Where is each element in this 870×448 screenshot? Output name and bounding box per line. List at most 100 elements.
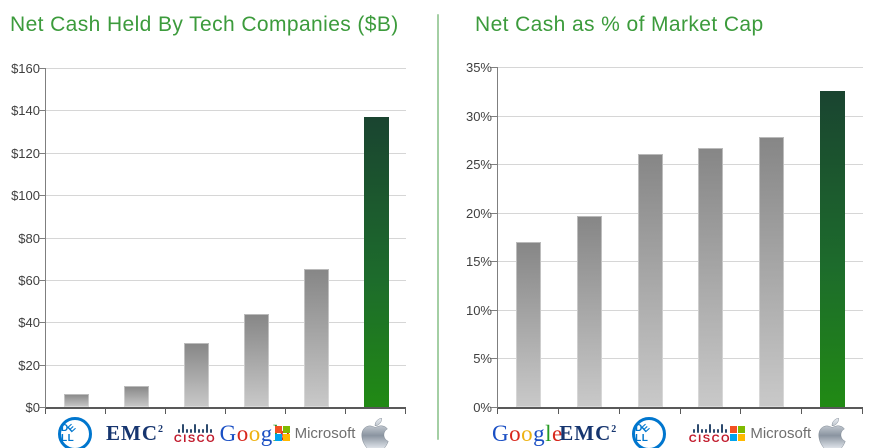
bar-microsoft <box>759 137 784 407</box>
gridline <box>46 322 406 324</box>
microsoft-squares-icon <box>274 426 290 441</box>
google-logo: Google <box>492 421 563 446</box>
x-axis-tick <box>345 409 346 414</box>
gridline <box>498 67 863 68</box>
y-axis-tick <box>491 115 497 117</box>
gridline <box>46 195 406 197</box>
gridline <box>498 309 863 311</box>
y-axis-tick <box>491 67 497 68</box>
microsoft-logo: Microsoft <box>730 426 811 441</box>
cisco-bridge-icon <box>178 423 212 433</box>
y-axis-tick <box>39 68 45 69</box>
x-axis-category-cisco: CISCO <box>662 415 758 448</box>
y-axis-tick <box>491 212 497 214</box>
gridline <box>498 261 863 263</box>
y-axis-label: $140 <box>11 103 40 119</box>
gridline <box>498 212 863 214</box>
x-axis-tick <box>558 409 559 414</box>
x-axis-tick <box>862 409 863 414</box>
x-axis-tick <box>225 409 226 414</box>
bar-apple-highlight <box>364 117 389 407</box>
gridline <box>46 68 406 69</box>
x-axis-tick <box>285 409 286 414</box>
y-axis-label: 30% <box>465 108 492 124</box>
x-axis-tick <box>45 409 46 414</box>
gridline <box>498 115 863 117</box>
y-axis-label: $160 <box>11 61 40 76</box>
y-axis-label: 20% <box>465 205 492 221</box>
y-axis-label: $120 <box>11 145 40 161</box>
left-chart-plot <box>45 68 406 409</box>
google-logo: Google <box>219 421 290 446</box>
emc-logo: EMC2 <box>559 421 618 445</box>
bar-google <box>244 314 269 407</box>
x-axis-tick <box>105 409 106 414</box>
y-axis-tick <box>39 407 45 408</box>
x-axis-tick <box>740 409 741 414</box>
left-chart-title: Net Cash Held By Tech Companies ($B) <box>10 13 399 36</box>
cisco-logo-text: CISCO <box>688 432 732 445</box>
y-axis-tick <box>39 322 45 324</box>
cisco-logo: CISCO <box>689 423 731 445</box>
y-axis-tick <box>39 279 45 281</box>
x-axis-category-google: Google <box>479 415 575 448</box>
bar-cisco <box>184 343 209 407</box>
x-axis-category-emc: EMC2 <box>87 415 183 448</box>
cisco-logo: CISCO <box>174 423 216 445</box>
microsoft-squares-icon <box>730 426 746 441</box>
apple-logo-icon <box>817 416 847 448</box>
y-axis-tick <box>39 152 45 154</box>
y-axis-tick <box>491 261 497 263</box>
y-axis-tick <box>39 110 45 112</box>
microsoft-logo-text: Microsoft <box>750 425 812 442</box>
x-axis-tick <box>165 409 166 414</box>
microsoft-logo: Microsoft <box>274 425 356 442</box>
gridline <box>46 237 406 239</box>
dell-logo-text: DELL <box>635 421 653 444</box>
y-axis-label: $60 <box>18 272 40 288</box>
y-axis-label: 5% <box>473 351 492 367</box>
cisco-logo-text: CISCO <box>173 432 217 445</box>
x-axis-category-cisco: CISCO <box>147 415 243 448</box>
x-axis-category-apple <box>327 415 423 448</box>
emc-logo: EMC2 <box>106 421 164 445</box>
right-chart-title: Net Cash as % of Market Cap <box>475 13 764 36</box>
bar-emc <box>577 216 602 407</box>
microsoft-logo-text: Microsoft <box>294 425 356 442</box>
x-axis-category-microsoft: Microsoft <box>723 415 819 448</box>
y-axis-label: 25% <box>465 157 492 173</box>
x-axis-category-emc: EMC2 <box>540 415 636 448</box>
x-axis-tick <box>801 409 802 414</box>
y-axis-tick <box>39 364 45 366</box>
gridline <box>46 110 406 112</box>
y-axis-tick <box>491 164 497 166</box>
x-axis-tick <box>497 409 498 414</box>
x-axis-tick <box>680 409 681 414</box>
bar-dell <box>638 154 663 407</box>
y-axis-label: $20 <box>18 357 40 373</box>
y-axis-tick <box>491 407 497 408</box>
y-axis-label: $40 <box>18 315 40 331</box>
gridline <box>46 279 406 281</box>
bar-cisco <box>698 148 723 407</box>
y-axis-label: 10% <box>465 302 492 318</box>
bar-google <box>516 242 541 407</box>
gridline <box>498 358 863 360</box>
y-axis-label: 35% <box>465 60 492 75</box>
panel-divider <box>437 14 439 440</box>
y-axis-label: $100 <box>11 188 40 204</box>
bar-apple-highlight <box>820 91 845 407</box>
cisco-bridge-icon <box>692 423 727 433</box>
bar-emc <box>124 386 149 407</box>
x-axis-tick <box>405 409 406 414</box>
x-axis-tick <box>619 409 620 414</box>
gridline <box>46 364 406 366</box>
x-axis-category-apple <box>784 415 870 448</box>
x-axis-category-microsoft: Microsoft <box>267 415 363 448</box>
y-axis-tick <box>491 309 497 311</box>
y-axis-tick <box>491 358 497 360</box>
y-axis-label: 15% <box>465 254 492 270</box>
apple-logo-icon <box>360 416 390 448</box>
right-chart-plot <box>497 67 863 409</box>
